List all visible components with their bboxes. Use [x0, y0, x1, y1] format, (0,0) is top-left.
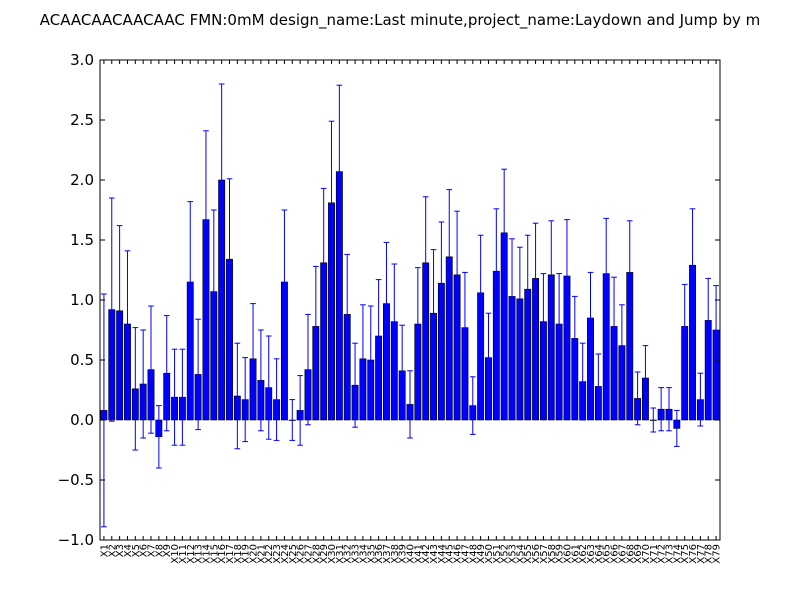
x-tick-label: X68: [625, 544, 636, 564]
x-tick-label: X66: [610, 544, 621, 564]
x-tick-label: X79: [712, 544, 723, 564]
x-tick-label: X67: [617, 544, 628, 564]
x-tick-label: X71: [649, 544, 660, 564]
x-tick-label: X50: [484, 544, 495, 564]
x-tick-label: X24: [280, 544, 291, 564]
x-tick-label: X60: [562, 544, 573, 564]
x-tick-label: X53: [508, 544, 519, 564]
x-tick-label: X5: [131, 544, 142, 557]
x-tick-label: X34: [358, 544, 369, 564]
chart-title: ACAACAACAACAAC FMN:0mM design_name:Last …: [40, 11, 761, 30]
x-tick-label: X21: [256, 544, 267, 564]
x-tick-label: X17: [225, 544, 236, 564]
x-tick-label: X1: [99, 544, 110, 557]
x-tick-label: X44: [437, 544, 448, 564]
y-tick-label: −1.0: [58, 531, 94, 549]
x-tick-label: X27: [303, 544, 314, 564]
x-tick-label: X59: [555, 544, 566, 564]
x-tick-label: X15: [209, 544, 220, 564]
x-tick-label: X77: [696, 544, 707, 564]
x-tick-label: X72: [657, 544, 668, 564]
x-tick-label: X38: [390, 544, 401, 564]
x-tick-label: X51: [492, 544, 503, 564]
x-tick-label: X55: [523, 544, 534, 564]
x-tick-label: X4: [123, 544, 134, 557]
y-tick-label: 2.0: [70, 171, 94, 189]
x-tick-label: X11: [178, 544, 189, 564]
x-tick-label: X54: [515, 544, 526, 564]
x-tick-label: X58: [547, 544, 558, 564]
y-tick-label: 1.0: [70, 291, 94, 309]
x-tick-label: X39: [398, 544, 409, 564]
x-tick-label: X22: [264, 544, 275, 564]
x-tick-label: X73: [664, 544, 675, 564]
x-tick-label: X45: [445, 544, 456, 564]
x-tick-label: X19: [241, 544, 252, 564]
y-tick-label: 0.0: [70, 411, 94, 429]
x-tick-label: X30: [327, 544, 338, 564]
x-tick-label: X63: [586, 544, 597, 564]
y-tick-label: 1.5: [70, 231, 94, 249]
x-tick-label: X65: [602, 544, 613, 564]
x-tick-label: X56: [531, 544, 542, 564]
x-tick-label: X47: [460, 544, 471, 564]
x-tick-label: X33: [351, 544, 362, 564]
x-tick-label: X10: [170, 544, 181, 564]
x-tick-label: X13: [194, 544, 205, 564]
x-tick-label: X35: [366, 544, 377, 564]
x-tick-label: X74: [672, 544, 683, 564]
x-tick-label: X16: [217, 544, 228, 564]
x-tick-label: X46: [453, 544, 464, 564]
x-tick-label: X48: [468, 544, 479, 564]
error-bars-layer: [101, 83, 719, 528]
x-tick-label: X70: [641, 544, 652, 564]
x-tick-label: X29: [319, 544, 330, 564]
y-tick-label: 3.0: [70, 51, 94, 69]
x-tick-label: X75: [680, 544, 691, 564]
x-tick-label: X52: [500, 544, 511, 564]
x-tick-label: X9: [162, 544, 173, 557]
x-tick-label: X40: [406, 544, 417, 564]
x-tick-label: X69: [633, 544, 644, 564]
x-tick-label: X3: [115, 544, 126, 557]
x-tick-label: X20: [249, 544, 260, 564]
y-axis: 3.0 2.5 2.0 1.5 1.0 0.5 0.0 −0.5 −1.0: [58, 51, 720, 549]
x-tick-label: X12: [186, 544, 197, 564]
x-axis: X1X2X3X4X5X6X7X8X9X10X11X12X13X14X15X16X…: [99, 60, 723, 564]
x-tick-label: X6: [139, 544, 150, 557]
x-tick-label: X2: [107, 544, 118, 557]
y-tick-label: 2.5: [70, 111, 94, 129]
x-tick-label: X18: [233, 544, 244, 564]
y-tick-label: 0.5: [70, 351, 94, 369]
x-tick-label: X61: [570, 544, 581, 564]
x-tick-label: X23: [272, 544, 283, 564]
x-tick-label: X36: [374, 544, 385, 564]
x-tick-label: X57: [539, 544, 550, 564]
x-tick-label: X42: [421, 544, 432, 564]
x-tick-label: X62: [578, 544, 589, 564]
x-tick-label: X14: [201, 544, 212, 564]
x-tick-label: X7: [147, 544, 158, 557]
x-tick-label: X76: [688, 544, 699, 564]
x-tick-label: X26: [296, 544, 307, 564]
x-tick-label: X28: [311, 544, 322, 564]
x-tick-label: X25: [288, 544, 299, 564]
y-tick-label: −0.5: [58, 471, 94, 489]
x-tick-label: X49: [476, 544, 487, 564]
x-tick-label: X43: [429, 544, 440, 564]
x-tick-label: X32: [343, 544, 354, 564]
x-tick-label: X31: [335, 544, 346, 564]
x-tick-label: X41: [413, 544, 424, 564]
x-tick-label: X37: [382, 544, 393, 564]
x-tick-label: X78: [704, 544, 715, 564]
x-tick-label: X8: [154, 544, 165, 557]
x-tick-label: X64: [594, 544, 605, 564]
